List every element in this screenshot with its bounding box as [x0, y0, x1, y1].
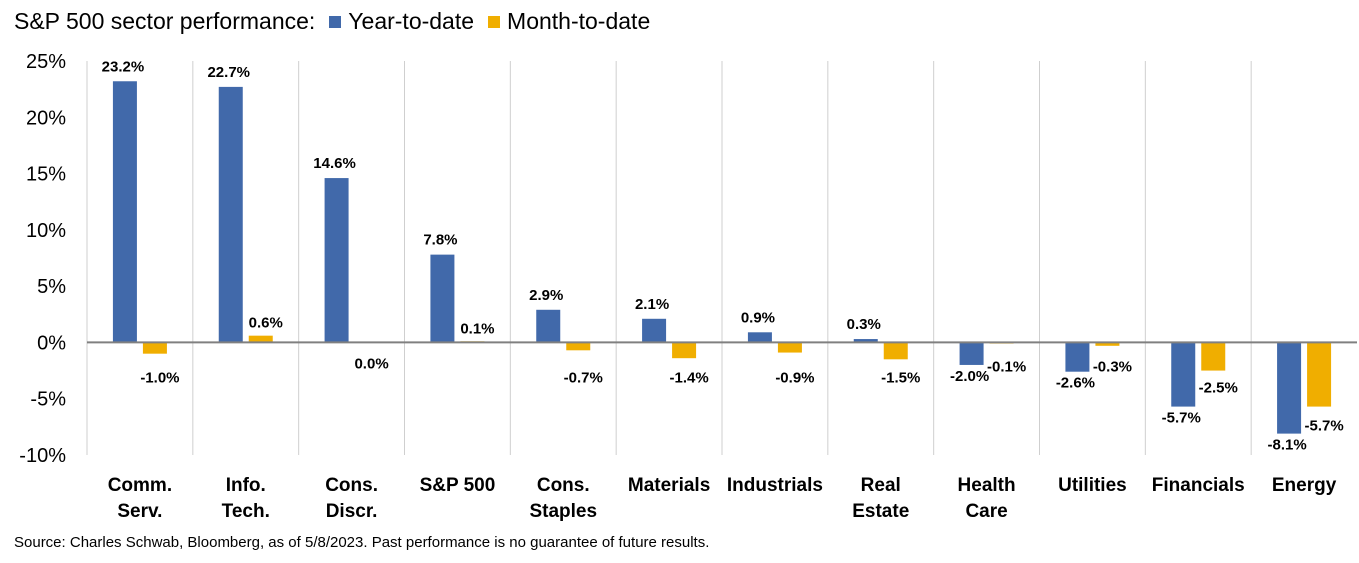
x-category-label: Estate [852, 501, 909, 522]
x-category-label: Health [958, 475, 1016, 496]
y-tick-label: -5% [30, 389, 66, 411]
data-label-mtd: 0.0% [354, 355, 388, 372]
y-tick-label: 0% [37, 332, 66, 354]
data-label-mtd: -0.1% [987, 358, 1026, 375]
data-label-ytd: -8.1% [1267, 437, 1306, 454]
x-category-label: Real [861, 475, 901, 496]
chart-legend: S&P 500 sector performance: Year-to-date… [14, 8, 650, 35]
bar-ytd [747, 332, 772, 343]
x-category-label: Staples [529, 501, 597, 522]
x-category-label: Utilities [1058, 475, 1127, 496]
bar-mtd [1307, 342, 1332, 407]
data-label-ytd: 0.3% [847, 316, 881, 333]
data-label-mtd: 0.6% [249, 315, 283, 332]
bar-mtd [777, 342, 802, 353]
data-label-mtd: -0.7% [564, 369, 603, 386]
bar-mtd [248, 335, 273, 343]
data-label-mtd: -0.9% [775, 369, 814, 386]
bar-chart: 25% 20% 15% 10% 5% 0% -5% -10% 23.2% 22.7% 14.6% 7.… [19, 51, 1357, 522]
bar-mtd [1095, 342, 1120, 346]
bar-mtd [672, 342, 697, 359]
bar-ytd [1171, 342, 1196, 407]
bar-ytd [959, 342, 984, 365]
x-category-label: Discr. [326, 501, 378, 522]
data-label-mtd: 0.1% [460, 320, 494, 337]
y-tick-label: 25% [26, 51, 66, 73]
data-label-ytd: -5.7% [1162, 410, 1201, 427]
x-category-label: Materials [628, 475, 710, 496]
bar-mtd [142, 342, 167, 354]
legend-label-ytd: Year-to-date [348, 8, 475, 34]
legend-swatch-mtd [488, 15, 501, 28]
y-tick-label: 15% [26, 164, 66, 186]
data-label-ytd: 22.7% [207, 64, 250, 81]
data-label-ytd: 7.8% [423, 232, 457, 249]
legend-label-mtd: Month-to-date [507, 8, 651, 34]
data-label-ytd: -2.0% [950, 368, 989, 385]
x-category-label: Industrials [727, 475, 823, 496]
x-category-label: Info. [226, 475, 266, 496]
source-footnote: Source: Charles Schwab, Bloomberg, as of… [14, 534, 710, 551]
x-category-label: Serv. [117, 501, 162, 522]
data-label-mtd: -1.0% [140, 369, 179, 386]
bar-ytd [218, 86, 243, 343]
chart-title: S&P 500 sector performance: [14, 8, 316, 34]
data-label-mtd: -5.7% [1304, 418, 1343, 435]
bar-ytd [1277, 342, 1302, 434]
data-label-mtd: -0.3% [1093, 358, 1132, 375]
data-label-ytd: 2.1% [635, 296, 669, 313]
bar-ytd [642, 318, 667, 343]
bar-ytd [112, 81, 137, 343]
y-tick-label: 5% [37, 276, 66, 298]
data-label-ytd: 23.2% [102, 58, 145, 75]
bar-mtd [1201, 342, 1226, 371]
bar-ytd [430, 254, 455, 343]
x-category-label: Care [965, 501, 1007, 522]
data-label-mtd: -1.4% [669, 369, 708, 386]
bar-ytd [853, 339, 878, 343]
x-category-label: Financials [1152, 475, 1245, 496]
x-category-label: Energy [1272, 475, 1337, 496]
bar-ytd [536, 309, 561, 343]
bar-ytd [1065, 342, 1090, 372]
data-label-mtd: -1.5% [881, 369, 920, 386]
data-label-mtd: -2.5% [1199, 380, 1238, 397]
x-category-label: Comm. [108, 475, 172, 496]
legend-swatch-ytd [329, 15, 342, 28]
data-label-ytd: 14.6% [313, 155, 356, 172]
y-tick-label: 20% [26, 107, 66, 129]
bar-mtd [566, 342, 591, 351]
bar-ytd [324, 178, 349, 343]
x-category-label: S&P 500 [420, 475, 496, 496]
bar-mtd [883, 342, 908, 360]
y-tick-label: -10% [19, 445, 66, 467]
x-category-label: Tech. [222, 501, 270, 522]
data-label-ytd: -2.6% [1056, 375, 1095, 392]
y-tick-label: 10% [26, 220, 66, 242]
x-category-label: Cons. [537, 475, 590, 496]
x-category-label: Cons. [325, 475, 378, 496]
data-label-ytd: 0.9% [741, 309, 775, 326]
data-label-ytd: 2.9% [529, 287, 563, 304]
